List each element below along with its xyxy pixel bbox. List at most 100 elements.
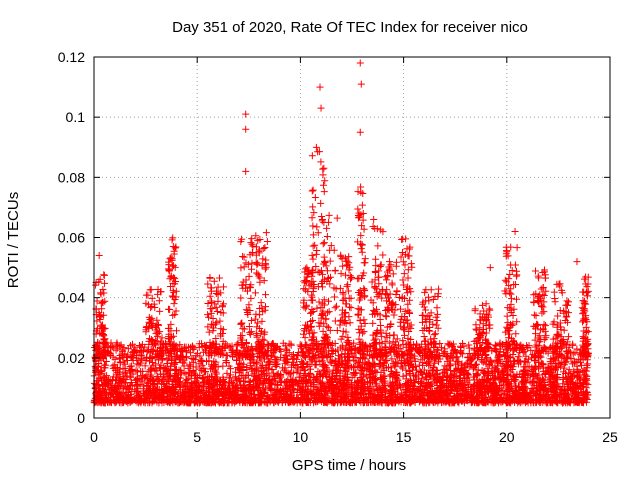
data-point (319, 240, 327, 248)
data-point (358, 241, 366, 249)
data-point (376, 374, 384, 382)
data-point (357, 306, 365, 314)
data-point (465, 341, 473, 349)
data-point (457, 344, 465, 352)
data-point (573, 345, 581, 353)
data-point (324, 297, 332, 305)
data-point (247, 316, 255, 324)
data-point (357, 245, 365, 253)
data-point (248, 265, 256, 273)
data-point (135, 341, 143, 349)
data-point (358, 248, 366, 256)
data-point (99, 299, 107, 307)
data-point (311, 194, 319, 202)
data-point (234, 364, 242, 372)
data-point (331, 304, 339, 312)
data-point (320, 188, 328, 196)
data-point (360, 316, 368, 324)
data-point (341, 367, 349, 375)
data-point (379, 251, 387, 259)
data-point (170, 262, 178, 270)
data-point (309, 186, 317, 194)
data-point (251, 289, 259, 297)
data-point (227, 365, 235, 373)
data-point (290, 350, 298, 358)
chart-title: Day 351 of 2020, Rate Of TEC Index for r… (172, 19, 528, 36)
data-point (183, 375, 191, 383)
data-point (344, 333, 352, 341)
data-point (320, 164, 328, 172)
data-point (318, 283, 326, 291)
data-point (514, 353, 522, 361)
data-point (313, 223, 321, 231)
data-point (323, 267, 331, 275)
data-point (206, 292, 214, 300)
data-point (257, 299, 265, 307)
data-point (252, 310, 260, 318)
data-point (411, 371, 419, 379)
data-point (459, 350, 467, 358)
data-point (108, 343, 116, 351)
data-point (101, 279, 109, 287)
data-point (521, 357, 529, 365)
data-point (173, 327, 181, 335)
data-point (246, 329, 254, 337)
data-point (205, 328, 213, 336)
data-point (320, 239, 328, 247)
data-point (263, 238, 271, 246)
data-point (447, 367, 455, 375)
data-point (219, 303, 227, 311)
data-point (308, 152, 316, 160)
data-point (309, 255, 317, 263)
data-point (538, 360, 546, 368)
data-point (323, 232, 331, 240)
data-point (559, 374, 567, 382)
data-point (330, 293, 338, 301)
data-point (343, 282, 351, 290)
data-point (317, 267, 325, 275)
data-point (158, 334, 166, 342)
data-point (319, 299, 327, 307)
data-point (357, 232, 365, 240)
data-point (215, 274, 223, 282)
data-point (325, 308, 333, 316)
data-point (142, 291, 150, 299)
data-point (317, 158, 325, 166)
data-point (337, 270, 345, 278)
data-point (331, 266, 339, 274)
data-point (308, 251, 316, 259)
data-point (354, 205, 362, 213)
data-point (239, 253, 247, 260)
data-point (219, 362, 227, 370)
data-point (245, 272, 253, 280)
data-point (308, 187, 316, 195)
data-point (156, 307, 164, 315)
data-point (584, 360, 592, 368)
data-point (347, 294, 355, 302)
data-point (314, 148, 322, 156)
data-point (238, 281, 246, 289)
data-point (262, 291, 270, 299)
data-point (308, 214, 316, 222)
data-point (256, 278, 264, 286)
data-point (100, 271, 108, 279)
data-point (166, 306, 174, 314)
data-point (313, 304, 321, 312)
data-point (147, 354, 155, 362)
data-point (145, 367, 153, 375)
data-point (309, 222, 317, 230)
data-point (258, 317, 266, 325)
data-point (237, 264, 245, 272)
data-point (366, 352, 374, 360)
data-point (213, 307, 221, 315)
data-point (344, 287, 352, 295)
data-point (211, 382, 219, 390)
data-point (192, 363, 200, 371)
data-point (310, 209, 318, 217)
data-point (321, 259, 329, 267)
data-point (318, 217, 326, 225)
data-point (208, 298, 216, 306)
data-point (469, 365, 477, 373)
data-point (355, 335, 363, 343)
